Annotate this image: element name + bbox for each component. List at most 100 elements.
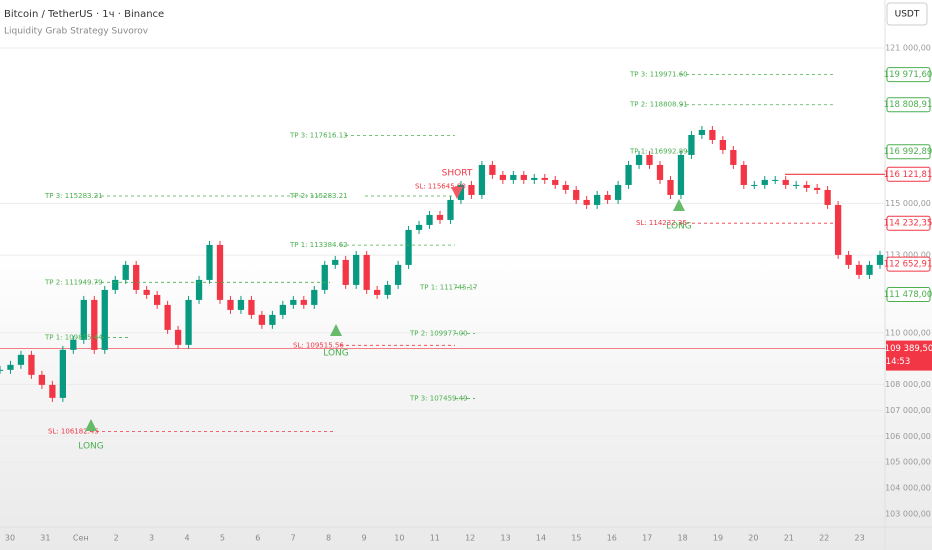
candle-body — [80, 299, 87, 340]
candle-body — [0, 369, 4, 371]
candle-body — [363, 254, 370, 290]
candle-body — [415, 224, 423, 230]
candle-body — [279, 304, 286, 315]
x-tick-label: 8 — [326, 534, 331, 543]
price-badge — [886, 67, 931, 83]
candle-body — [667, 179, 674, 195]
x-tick-label: 15 — [571, 534, 581, 543]
level-label: SL: 115645.00 — [415, 183, 466, 191]
candle-body — [740, 164, 747, 185]
candle-body — [311, 289, 318, 305]
y-tick-label: 115 000,00 — [885, 199, 931, 208]
candle-body — [834, 204, 842, 255]
x-tick-label: 10 — [394, 534, 404, 543]
candle-body — [426, 214, 433, 225]
level-label: TP 1: 109815.44 — [44, 334, 103, 342]
x-tick-label: 9 — [361, 534, 366, 543]
candle-body — [70, 339, 77, 350]
x-tick-label: Сен — [73, 534, 89, 543]
candle-body — [814, 187, 821, 190]
x-tick-label: 12 — [465, 534, 475, 543]
candle-body — [656, 164, 664, 180]
indicator-name: Liquidity Grab Strategy Suvorov — [4, 27, 149, 37]
candle-body — [300, 299, 307, 305]
candle-body — [468, 184, 475, 195]
candle-body — [688, 134, 695, 155]
signal-label: LONG — [78, 442, 104, 452]
candle-body — [394, 264, 402, 285]
x-tick-label: 20 — [748, 534, 758, 543]
candle-body — [845, 254, 852, 265]
x-tick-label: 17 — [642, 534, 652, 543]
candle-body — [677, 154, 685, 195]
candle-body — [185, 299, 192, 345]
candle-body — [143, 289, 150, 295]
candle-body — [635, 154, 643, 165]
signal-label: SHORT — [442, 169, 473, 179]
level-label: TP 2: 111949.79 — [44, 278, 103, 286]
currency-button[interactable] — [886, 2, 928, 26]
candle-body — [646, 154, 653, 165]
countdown: 14:53 — [886, 357, 911, 367]
x-tick-label: 21 — [784, 534, 794, 543]
candle-body — [17, 354, 25, 365]
y-tick-label: 104 000,00 — [885, 484, 931, 493]
candle-body — [510, 174, 517, 180]
candle-body — [227, 299, 234, 310]
price-badge — [886, 287, 931, 303]
candle-body — [772, 179, 779, 181]
candle-body — [447, 199, 454, 220]
candle-body — [49, 384, 56, 398]
y-tick-label: 121 000,00 — [885, 44, 931, 53]
candle-body — [216, 244, 224, 300]
candle-body — [237, 299, 245, 310]
level-label: TP 1: 113384.62 — [289, 241, 348, 249]
x-tick-label: 5 — [220, 534, 225, 543]
signal-arrow — [85, 419, 97, 431]
candle-body — [101, 289, 108, 350]
level-label: TP 3: 107459.49 — [409, 395, 468, 403]
price-badge-label: 114 232,35 — [884, 219, 932, 229]
y-tick-label: 106 000,00 — [885, 432, 931, 441]
y-tick-label: 110 000,00 — [885, 328, 931, 337]
price-badge — [886, 256, 931, 272]
candle-body — [552, 179, 559, 185]
candle-body — [614, 184, 622, 200]
candle-body — [541, 177, 548, 180]
level-label: TP 3: 115283.21 — [44, 192, 103, 200]
level-label: TP 2: 109977.00 — [409, 329, 468, 337]
candle-body — [594, 194, 601, 205]
candle-body — [604, 194, 611, 200]
signal-label: LONG — [666, 222, 692, 232]
candle-body — [457, 184, 465, 200]
y-tick-label: 105 000,00 — [885, 458, 931, 467]
candle-body — [719, 139, 726, 150]
price-badge-label: 116 992,89 — [884, 147, 932, 157]
candle-body — [38, 374, 46, 385]
candle-body — [625, 164, 632, 185]
candle-body — [436, 214, 444, 220]
candle-body — [59, 349, 66, 398]
candle-body — [478, 164, 486, 195]
price-badge-label: 116 121,81 — [884, 170, 932, 180]
candle-body — [290, 299, 297, 305]
candle-body — [531, 177, 538, 180]
candle-body — [782, 179, 789, 185]
candle-body — [248, 299, 255, 315]
candle-body — [562, 184, 569, 190]
level-label: SL: 114232.35 — [636, 219, 687, 227]
candle-body — [28, 354, 35, 375]
level-label: SL: 109515.56 — [293, 341, 344, 349]
y-tick-label: 113 000,00 — [885, 251, 931, 260]
candle-body — [91, 299, 98, 350]
candle-body — [499, 174, 506, 180]
candle-body — [112, 279, 119, 290]
candle-body — [154, 294, 161, 305]
x-tick-label: 3 — [149, 534, 154, 543]
x-tick-label: 6 — [255, 534, 260, 543]
signal-arrow — [330, 324, 342, 336]
candle-body — [122, 264, 129, 280]
currency-label[interactable]: USDT — [895, 10, 920, 20]
